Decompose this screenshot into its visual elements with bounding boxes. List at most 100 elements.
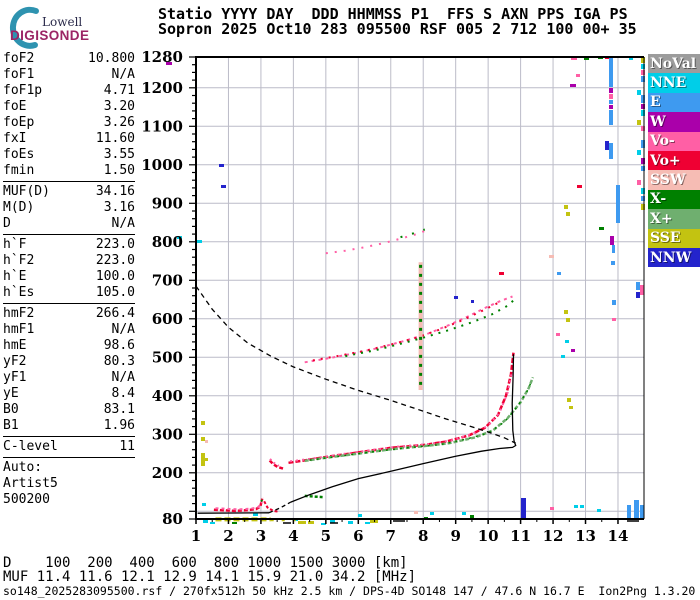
e-trace-pink — [215, 497, 264, 511]
header-station-values: Sopron 2025 Oct10 283 095500 RSF 005 2 7… — [158, 20, 637, 38]
param-hme: hmE 98.6 — [3, 338, 135, 353]
param-clevel: C-level 11 — [3, 439, 135, 454]
x-tick-5: 5 — [321, 527, 331, 545]
muf-row: MUF 11.4 11.6 12.1 12.9 14.1 15.9 21.0 3… — [3, 569, 417, 585]
x-tick-2: 2 — [223, 527, 233, 545]
distance-row: D 100 200 400 600 800 1000 1500 3000 [km… — [3, 555, 408, 571]
param-hes: h`Es 105.0 — [3, 285, 135, 300]
y-tick-80: 80 — [162, 510, 183, 528]
second-hop-pink — [304, 295, 513, 364]
x-tick-11: 11 — [510, 527, 531, 545]
x-tick-8: 8 — [418, 527, 428, 545]
legend-vo+: Vo+ — [648, 150, 700, 171]
echo-traces — [213, 228, 535, 522]
axis-labels: 8020030040050060070080090010001100120012… — [141, 48, 628, 545]
param-group: foF2 10.800 foF1 N/A foF1p 4.71 foE 3.20 foEp 3.2… — [3, 51, 135, 179]
f-o-pink — [289, 372, 513, 463]
x-tick-13: 13 — [575, 527, 596, 545]
legend-ssw: SSW — [648, 170, 700, 190]
e-trace-crimson — [213, 498, 264, 513]
param-hmf1: hmF1 N/A — [3, 322, 135, 337]
header-column-titles: Statio YYYY DAY DDD HHMMSS P1 FFS S AXN … — [158, 5, 628, 23]
legend-e: E — [648, 92, 700, 113]
legend-x+: X+ — [648, 209, 700, 229]
f-cusp-pink — [269, 458, 280, 467]
param-group: hmF2 266.4 hmF1 N/A hmE 98.6 yF2 80.3 yF1 N/A yE 8.… — [3, 303, 135, 434]
y-tick-1280: 1280 — [141, 48, 183, 66]
param-group: MUF(D) 34.16 M(D) 3.16 D N/A — [3, 181, 135, 232]
third-hop-green — [400, 228, 426, 239]
profile-topside-dashed — [195, 285, 516, 444]
param-ye: yE 8.4 — [3, 386, 135, 401]
echo-direction-legend: NoVal NNE E W Vo- Vo+ SSW X- X+ SSE NNW — [648, 54, 700, 268]
file-info-row: so148_2025283095500.rsf / 270fx512h 50 k… — [3, 584, 696, 598]
y-tick-500: 500 — [152, 348, 183, 366]
param-group: h`F 223.0 h`F2 223.0 h`E 100.0 h`Es 105.0 — [3, 234, 135, 301]
parameter-panel: foF2 10.800 foF1 N/A foF1p 4.71 foE 3.20 foEp 3.2… — [3, 51, 135, 508]
param-500200: 500200 — [3, 492, 50, 507]
param-fmin: fmin 1.50 — [3, 163, 135, 178]
param-b0: B0 83.1 — [3, 402, 135, 417]
param-group: Auto: Artist5 500200 — [3, 457, 135, 508]
x-tick-3: 3 — [256, 527, 266, 545]
y-tick-600: 600 — [152, 310, 183, 328]
legend-nne: NNE — [648, 73, 700, 93]
logo-digisonde-text: DIGISONDE — [10, 28, 90, 43]
param-group: C-level 11 — [3, 436, 135, 455]
x-tick-1: 1 — [191, 527, 201, 545]
legend-vo-: Vo- — [648, 131, 700, 151]
y-tick-1200: 1200 — [141, 79, 183, 97]
param-fxi: fxI 11.60 — [3, 131, 135, 146]
legend-noval: NoVal — [648, 54, 700, 74]
param-yf2: yF2 80.3 — [3, 354, 135, 369]
y-tick-900: 900 — [152, 194, 183, 212]
profile-f-solid — [290, 354, 517, 503]
param-foe: foE 3.20 — [3, 99, 135, 114]
x-tick-10: 10 — [478, 527, 499, 545]
f-o-crimson — [288, 352, 515, 465]
param-d: D N/A — [3, 216, 135, 231]
e-cusp-green — [260, 498, 265, 503]
param-foes: foEs 3.55 — [3, 147, 135, 162]
axes — [189, 56, 645, 524]
y-tick-400: 400 — [152, 387, 183, 405]
second-hop-crimson — [312, 302, 499, 362]
x-tick-9: 9 — [450, 527, 460, 545]
param-hf2: h`F2 223.0 — [3, 253, 135, 268]
param-hf: h`F 223.0 — [3, 237, 135, 252]
logo-crescent-icon — [9, 6, 39, 49]
param-he: h`E 100.0 — [3, 269, 135, 284]
x-tick-4: 4 — [288, 527, 298, 545]
param-mufd: MUF(D) 34.16 — [3, 184, 135, 199]
legend-x-: X- — [648, 189, 700, 210]
y-tick-800: 800 — [152, 233, 183, 251]
third-hop-pink — [325, 229, 427, 255]
param-fof2: foF2 10.800 — [3, 51, 135, 66]
f-cusp-crimson — [268, 459, 284, 470]
logo-lowell-text: Lowell — [42, 15, 83, 29]
x-tick-6: 6 — [353, 527, 363, 545]
legend-sse: SSE — [648, 228, 700, 248]
e-tail-crimson — [263, 500, 279, 513]
y-tick-700: 700 — [152, 271, 183, 289]
param-fof1p: foF1p 4.71 — [3, 83, 135, 98]
noise-echo-pixels — [166, 56, 645, 525]
y-tick-300: 300 — [152, 425, 183, 443]
param-foep: foEp 3.26 — [3, 115, 135, 130]
y-tick-1100: 1100 — [141, 117, 183, 135]
legend-w: W — [648, 112, 700, 132]
param-md: M(D) 3.16 — [3, 200, 135, 215]
x-tick-7: 7 — [386, 527, 396, 545]
y-tick-200: 200 — [152, 464, 183, 482]
digisonde-logo: Lowell DIGISONDE — [4, 3, 134, 49]
x-tick-12: 12 — [543, 527, 564, 545]
param-hmf2: hmF2 266.4 — [3, 306, 135, 321]
param-fof1: foF1 N/A — [3, 67, 135, 82]
x-tick-14: 14 — [608, 527, 629, 545]
legend-nnw: NNW — [648, 247, 700, 268]
param-auto: Auto: — [3, 460, 43, 475]
param-b1: B1 1.96 — [3, 418, 135, 433]
y-tick-1000: 1000 — [141, 156, 183, 174]
